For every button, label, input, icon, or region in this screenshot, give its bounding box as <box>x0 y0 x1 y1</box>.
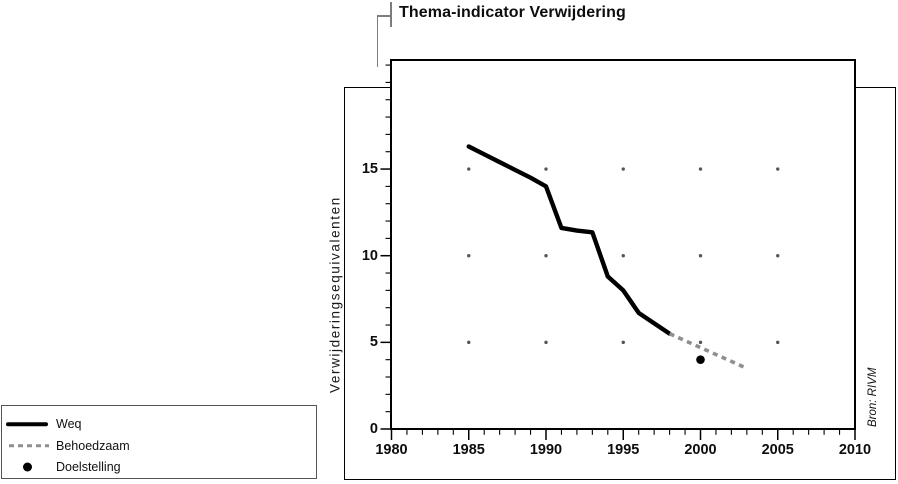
x-axis-tick-label: 1980 <box>375 442 408 458</box>
legend-item-doelstelling: Doelstelling <box>2 457 316 477</box>
legend-item-behoedzaam: Behoedzaam <box>2 436 316 456</box>
title-bracket-line <box>376 15 392 17</box>
y-axis-tick-label: 0 <box>369 421 378 437</box>
x-axis-tick-label: 2005 <box>761 442 794 458</box>
legend-item-label: Doelstelling <box>56 460 121 474</box>
title-bracket-line <box>376 15 378 67</box>
y-axis-tick-label: 5 <box>369 334 378 351</box>
legend-box: Weq Behoedzaam Doelstelling <box>1 405 317 479</box>
x-axis-tick-label: 1990 <box>529 442 563 458</box>
y-axis-tick-label: 10 <box>361 247 378 264</box>
legend-item-weq: Weq <box>2 414 316 434</box>
weq-line-swatch <box>6 422 48 426</box>
x-axis-tick-label: 2000 <box>684 442 717 458</box>
x-axis-tick-label: 2010 <box>838 442 872 458</box>
legend-item-label: Weq <box>56 417 82 431</box>
plot-area <box>390 59 856 430</box>
y-axis-title: Verwijderingsequivalenten <box>327 196 343 394</box>
behoedzaam-dash-swatch <box>9 443 49 448</box>
y-axis-tick-label: 15 <box>361 161 378 178</box>
source-label: Bron: RIVM <box>867 367 879 427</box>
title-bracket-line <box>390 2 392 27</box>
legend-item-label: Behoedzaam <box>56 438 130 453</box>
chart-title: Thema-indicator Verwijdering <box>399 4 626 21</box>
doelstelling-dot-swatch <box>23 462 32 472</box>
x-axis-tick-label: 1995 <box>607 442 640 458</box>
x-axis-tick-label: 1985 <box>452 442 485 458</box>
